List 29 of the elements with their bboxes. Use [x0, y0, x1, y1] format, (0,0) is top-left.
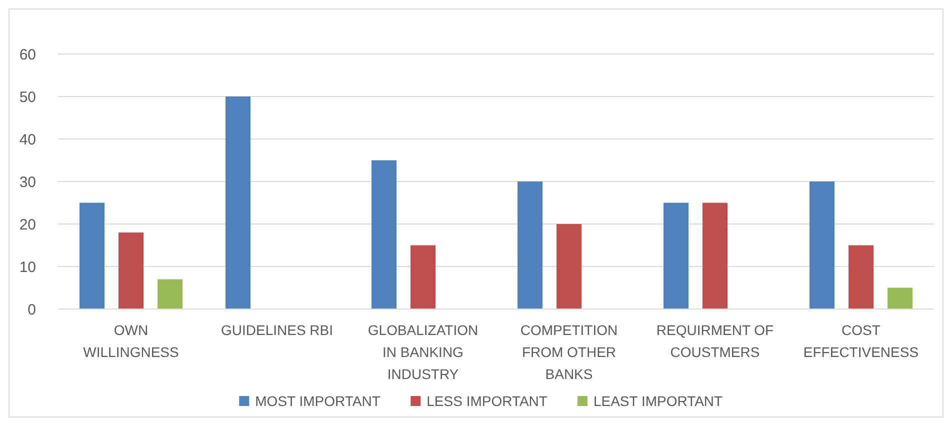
- x-tick-label: COST EFFECTIVENESS: [803, 322, 919, 360]
- x-tick-label: REQUIRMENT OF COUSTMERS: [656, 322, 774, 360]
- y-tick-label: 10: [19, 258, 36, 276]
- bar: [556, 224, 582, 309]
- bar: [848, 245, 874, 309]
- y-tick-label: 50: [19, 88, 36, 106]
- bar: [810, 182, 834, 309]
- bar: [702, 202, 728, 309]
- legend-label: MOST IMPORTANT: [255, 392, 381, 409]
- bar: [518, 182, 542, 309]
- bar: [410, 245, 436, 309]
- y-tick-label: 60: [19, 46, 36, 64]
- y-tick-label: 40: [19, 131, 36, 148]
- x-tick-label: GLOBALIZATION IN BANKING INDUSTRY: [368, 322, 478, 382]
- bar: [118, 232, 144, 309]
- x-tick-label: COMPETITION FROM OTHER BANKS: [520, 322, 618, 382]
- bar: [664, 202, 688, 309]
- legend-label: LEAST IMPORTANT: [593, 392, 724, 409]
- legend-label: LESS IMPORTANT: [426, 392, 548, 409]
- y-tick-label: 30: [19, 174, 36, 191]
- x-tick-label: OWN WILLINGNESS: [83, 322, 179, 360]
- bar: [226, 96, 250, 309]
- bar: [372, 160, 396, 309]
- y-tick-label: 20: [19, 216, 36, 234]
- x-tick-label: GUIDELINES RBI: [220, 322, 334, 338]
- bar: [80, 202, 104, 309]
- bar: [888, 288, 912, 309]
- y-tick-label: 0: [28, 301, 36, 318]
- bar: [158, 279, 182, 309]
